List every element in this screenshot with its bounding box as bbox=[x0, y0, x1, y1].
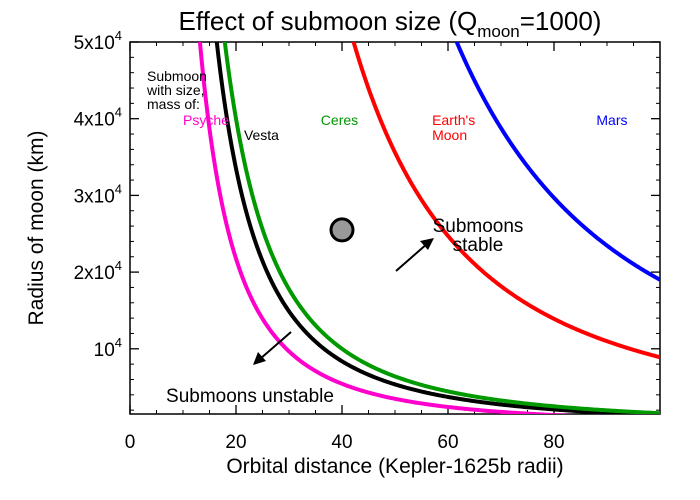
series-line bbox=[197, 42, 575, 414]
y-tick-label: 5x104 bbox=[74, 28, 122, 54]
y-axis-label: Radius of moon (km) bbox=[25, 131, 48, 326]
stable-label: Submoons bbox=[433, 216, 524, 237]
series-label: Earth's bbox=[432, 112, 475, 128]
legend-header-line: with size, bbox=[146, 82, 205, 98]
series-line bbox=[351, 42, 660, 360]
chart-title: Effect of submoon size (Qmoon=1000) bbox=[179, 6, 602, 41]
title-tail: =1000) bbox=[520, 6, 602, 36]
series-line bbox=[222, 42, 660, 414]
series-label: Psyche bbox=[183, 112, 229, 128]
curves-group bbox=[197, 42, 660, 414]
y-tick-label: 2x104 bbox=[74, 258, 122, 284]
x-tick-label: 0 bbox=[125, 432, 136, 453]
series-label: Moon bbox=[432, 127, 467, 143]
unstable-arrow-shaft bbox=[259, 331, 292, 360]
y-tick-exponent: 4 bbox=[115, 105, 122, 120]
y-tick-mantissa: 10 bbox=[94, 340, 115, 361]
unstable-label: Submoons unstable bbox=[166, 386, 334, 407]
y-tick-exponent: 4 bbox=[115, 28, 122, 43]
legend-header-line: mass of: bbox=[147, 96, 200, 112]
y-tick-label: 4x104 bbox=[74, 105, 122, 131]
series-label: Ceres bbox=[321, 112, 358, 128]
stable-arrow-head bbox=[420, 238, 434, 250]
plot-frame bbox=[129, 41, 661, 415]
series-label: Vesta bbox=[244, 127, 279, 143]
unstable-arrow-head bbox=[253, 352, 266, 365]
series-line bbox=[214, 42, 660, 414]
y-tick-mantissa: 3x10 bbox=[74, 186, 115, 207]
series-line bbox=[454, 42, 660, 282]
x-tick-label: 40 bbox=[331, 432, 352, 453]
x-tick-label: 60 bbox=[437, 432, 458, 453]
series-label: Mars bbox=[596, 112, 627, 128]
legend-header-line: Submoon bbox=[147, 68, 207, 84]
y-tick-exponent: 4 bbox=[115, 335, 122, 350]
y-tick-exponent: 4 bbox=[115, 258, 122, 273]
x-axis-label: Orbital distance (Kepler-1625b radii) bbox=[226, 455, 563, 478]
y-tick-mantissa: 5x10 bbox=[74, 33, 115, 54]
y-tick-label: 3x104 bbox=[74, 181, 122, 207]
title-main: Effect of submoon size (Q bbox=[179, 6, 478, 36]
y-tick-mantissa: 4x10 bbox=[74, 110, 115, 131]
x-tick-label: 80 bbox=[543, 432, 564, 453]
y-tick-mantissa: 2x10 bbox=[74, 263, 115, 284]
title-subscript: moon bbox=[477, 22, 520, 41]
y-tick-label: 104 bbox=[94, 335, 122, 361]
x-tick-label: 20 bbox=[225, 432, 246, 453]
data-point bbox=[329, 217, 355, 243]
stable-label: stable bbox=[453, 235, 504, 256]
stable-arrow-shaft bbox=[395, 242, 429, 272]
y-tick-exponent: 4 bbox=[115, 181, 122, 196]
